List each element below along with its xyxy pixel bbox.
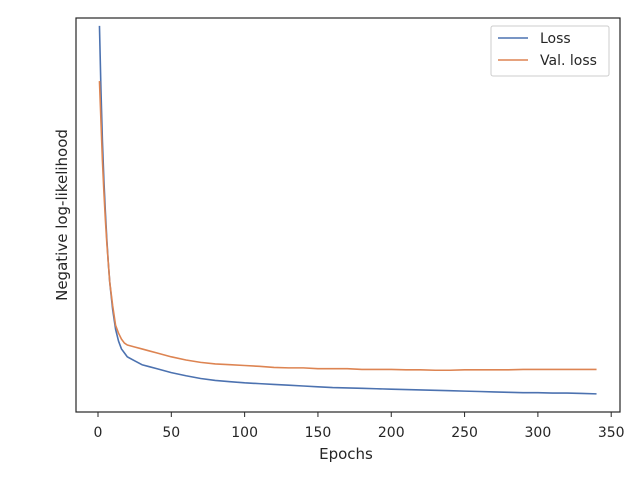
x-axis-ticks: 0 50 100 150 200 250 300 350 [94,412,625,441]
x-tick-label: 50 [162,425,180,441]
legend-label-val-loss: Val. loss [540,53,597,69]
x-tick-label: 150 [305,425,332,441]
legend-label-loss: Loss [540,31,571,47]
x-tick-label: 100 [231,425,258,441]
x-tick-label: 300 [525,425,552,441]
y-axis-label: Negative log-likelihood [53,129,71,301]
series-line-val-loss [98,81,597,372]
plot-frame [75,17,621,413]
legend: Loss Val. loss [490,25,610,77]
x-axis-label: Epochs [319,445,373,463]
x-tick-label: 200 [378,425,405,441]
x-tick-label: 250 [451,425,478,441]
plot-area [75,17,621,413]
x-tick-label: 0 [94,425,103,441]
x-tick-label: 350 [598,425,625,441]
series-layer [98,25,597,395]
